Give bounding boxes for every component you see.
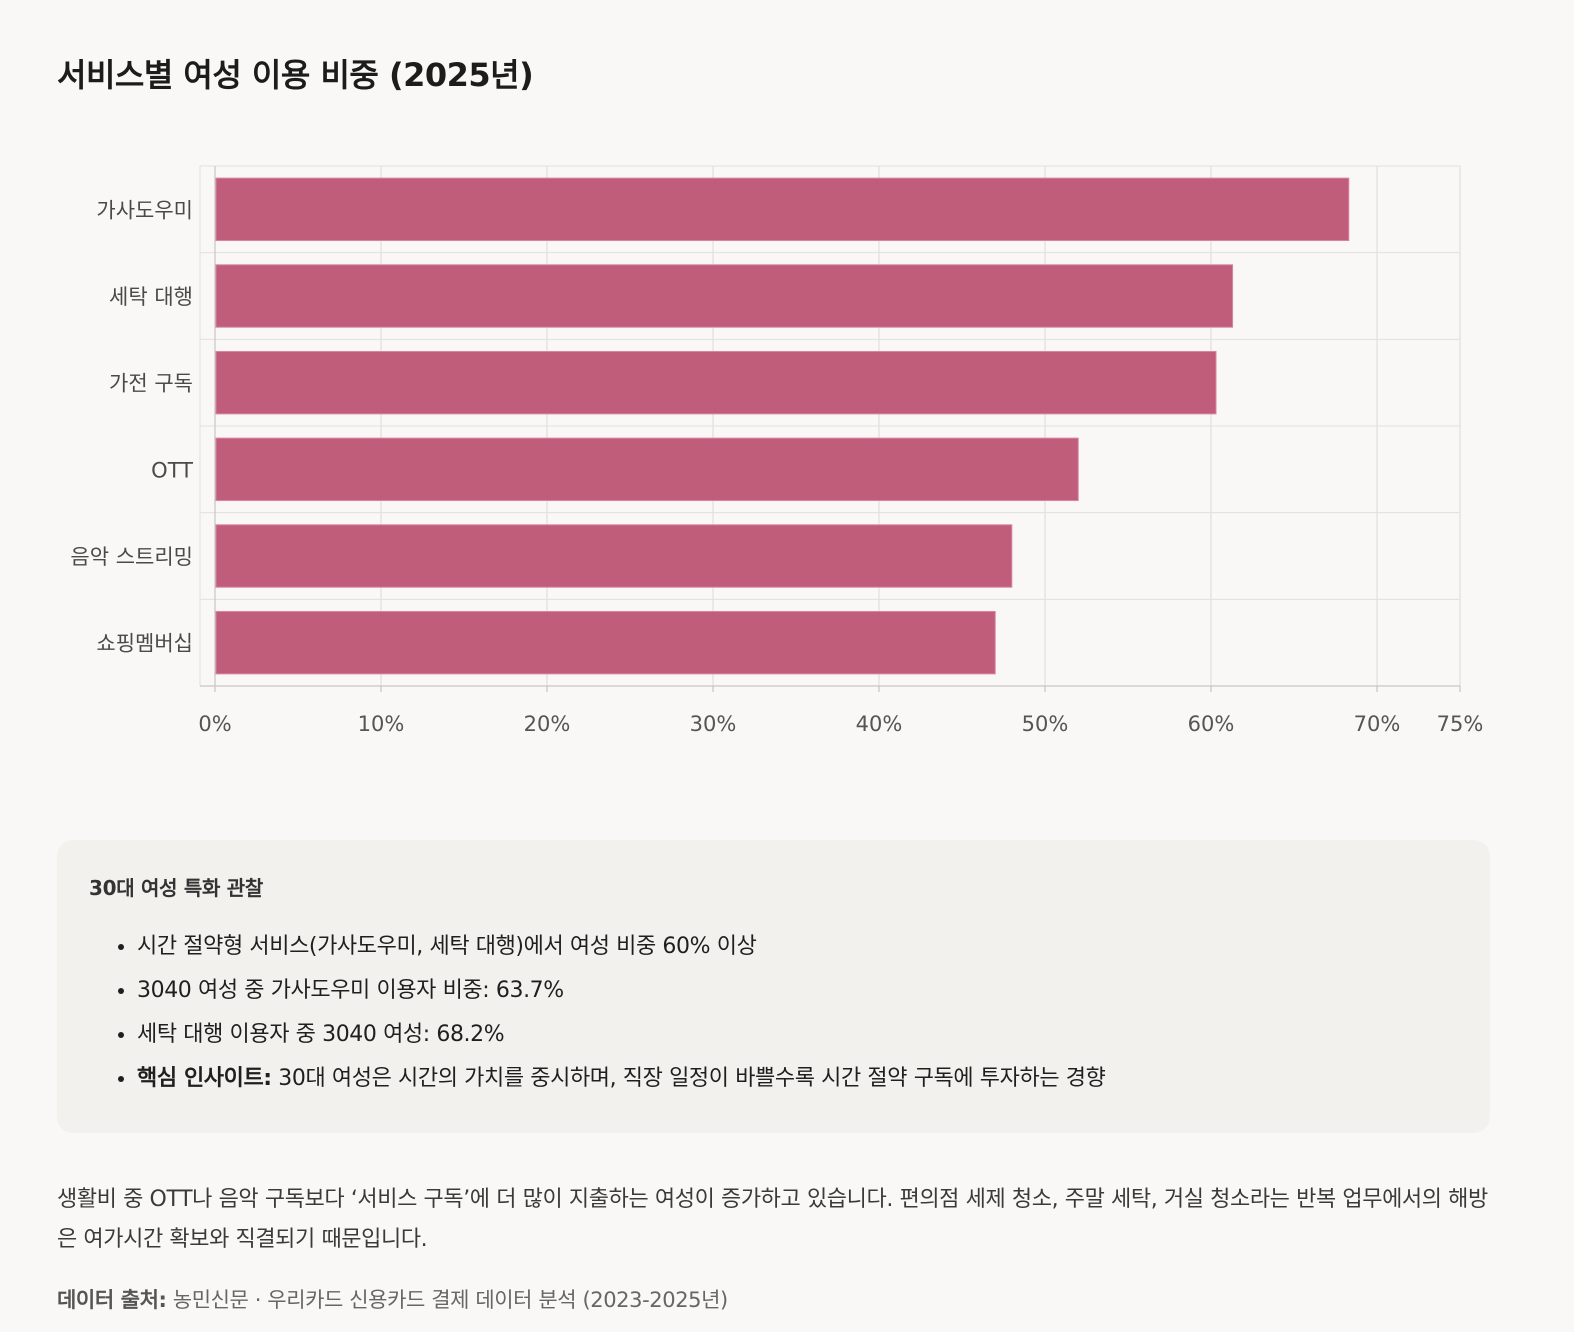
bar (215, 264, 1234, 328)
insight-list: 시간 절약형 서비스(가사도우미, 세탁 대행)에서 여성 비중 60% 이상 … (89, 925, 1458, 1101)
insight-item: 세탁 대행 이용자 중 3040 여성: 68.2% (137, 1013, 1458, 1057)
x-tick-label: 0% (198, 712, 231, 736)
x-tick-label: 60% (1188, 712, 1235, 736)
category-label: OTT (151, 458, 193, 482)
source-label: 데이터 출처: (57, 1288, 167, 1312)
category-label: 쇼핑멤버십 (96, 632, 193, 656)
body-paragraph: 생활비 중 OTT나 음악 구독보다 ‘서비스 구독’에 더 많이 지출하는 여… (57, 1187, 1488, 1252)
x-tick-label: 30% (690, 712, 737, 736)
chart-tick-labels: 0% 10% 20% 30% 40% 50% 60% 70% 75% (198, 712, 1483, 736)
bar (215, 437, 1079, 502)
x-tick-label: 40% (856, 712, 903, 736)
x-tick-label: 10% (358, 712, 405, 736)
bar (215, 524, 1013, 588)
insight-panel: 30대 여성 특화 관찰 시간 절약형 서비스(가사도우미, 세탁 대행)에서 … (57, 840, 1490, 1133)
x-tick-label: 75% (1437, 712, 1484, 736)
bar (215, 610, 996, 675)
insight-item: 시간 절약형 서비스(가사도우미, 세탁 대행)에서 여성 비중 60% 이상 (137, 925, 1458, 969)
insight-title: 30대 여성 특화 관찰 (89, 876, 263, 900)
insight-item: 핵심 인사이트: 30대 여성은 시간의 가치를 중시하며, 직장 일정이 바쁠… (137, 1057, 1458, 1101)
data-source: 데이터 출처: 농민신문 · 우리카드 신용카드 결제 데이터 분석 (2023… (57, 1284, 728, 1314)
chart-grid (199, 165, 1461, 692)
category-label: 가사도우미 (96, 198, 193, 222)
chart-title: 서비스별 여성 이용 비중 (2025년) (57, 56, 534, 94)
x-tick-label: 20% (524, 712, 571, 736)
bar (215, 350, 1217, 415)
chart-bars (215, 177, 1350, 675)
x-tick-label: 50% (1022, 712, 1069, 736)
insight-item: 3040 여성 중 가사도우미 이용자 비중: 63.7% (137, 969, 1458, 1013)
x-tick-label: 70% (1354, 712, 1401, 736)
bar (215, 177, 1350, 242)
insight-strong: 핵심 인사이트: (137, 1066, 272, 1091)
category-label: 음악 스트리밍 (70, 545, 193, 569)
category-label: 세탁 대행 (109, 285, 193, 309)
category-label: 가전 구독 (109, 372, 193, 396)
source-text: 농민신문 · 우리카드 신용카드 결제 데이터 분석 (2023-2025년) (166, 1288, 728, 1312)
